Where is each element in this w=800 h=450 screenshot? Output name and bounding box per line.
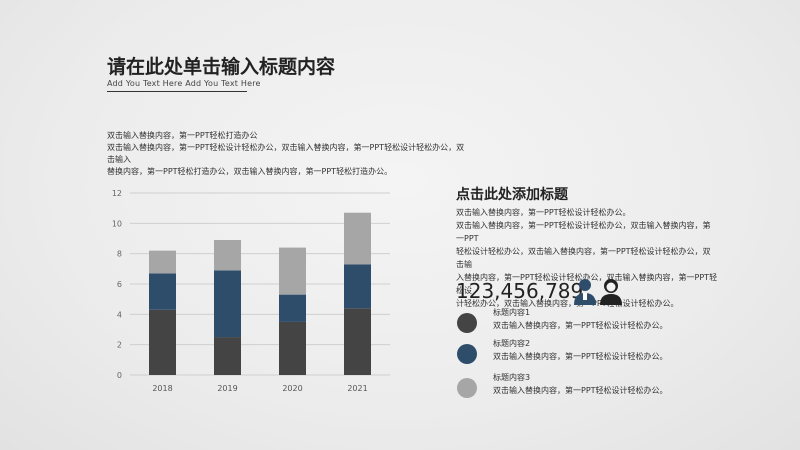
legend-item-2: 标题内容2 双击输入替换内容，第一PPT轻松设计轻松办公。 [457,338,717,372]
y-tick-label: 2 [117,341,122,350]
x-tick-label: 2019 [217,384,237,393]
bar-segment [279,294,306,322]
section-line: 计轻松办公，双击输入替换内容，第一PPT轻松设计轻松办公。 [456,299,679,308]
legend-name: 标题内容3 [493,373,531,382]
legend-name: 标题内容1 [493,308,531,317]
bar-segment [344,308,371,375]
bar-segment [344,264,371,309]
section-line: 双击输入替换内容，第一PPT轻松设计轻松办公。 [456,208,631,217]
y-tick-label: 0 [117,371,122,380]
bar-segment [149,309,176,375]
x-tick-label: 2018 [152,384,172,393]
bar-segment [214,337,241,375]
y-tick-label: 4 [117,310,122,319]
y-tick-label: 12 [112,189,122,198]
section-line: 轻松设计轻松办公，双击输入替换内容，第一PPT轻松设计轻松办公，双击输 [456,247,711,269]
intro-line: 双击输入替换内容，第一PPT轻松设计轻松办公，双击输入替换内容，第一PPT轻松设… [107,143,465,164]
x-tick-label: 2021 [347,384,367,393]
legend-dot [457,313,477,333]
male-female-people-icon [574,279,622,305]
bar-segment [344,212,371,265]
subtitle-underline [107,91,247,92]
legend-dot [457,378,477,398]
legend-item-3: 标题内容3 双击输入替换内容，第一PPT轻松设计轻松办公。 [457,372,717,406]
section-line: 入替换内容，第一PPT轻松设计轻松办公，双击输入替换内容，第一PPT轻松设 [456,273,718,295]
bar-segment [149,273,176,310]
legend-dot [457,344,477,364]
x-tick-label: 2020 [282,384,302,393]
intro-line: 双击输入替换内容，第一PPT轻松打造办公 [107,131,258,140]
legend-desc: 双击输入替换内容，第一PPT轻松设计轻松办公。 [493,321,668,330]
bar-segment [214,270,241,338]
legend-name: 标题内容2 [493,339,531,348]
bar-segment [149,250,176,274]
y-tick-label: 6 [117,280,122,289]
section-line: 双击输入替换内容，第一PPT轻松设计轻松办公，双击输入替换内容，第一PPT [456,221,711,243]
bar-segment [279,247,306,295]
legend-desc: 双击输入替换内容，第一PPT轻松设计轻松办公。 [493,352,668,361]
section-title: 点击此处添加标题 [456,187,568,203]
bar-segment [214,240,241,271]
page-subtitle: Add You Text Here Add You Text Here [107,79,261,88]
legend-item-1: 标题内容1 双击输入替换内容，第一PPT轻松设计轻松办公。 [457,307,717,341]
intro-line: 替换内容，第一PPT轻松打造办公，双击输入替换内容，第一PPT轻松打造办公。 [107,167,393,176]
big-number: 123,456,789 [456,279,584,303]
legend-desc: 双击输入替换内容，第一PPT轻松设计轻松办公。 [493,386,668,395]
stacked-bar-chart: 0 2 4 6 8 10 12 2018 2019 2020 2021 [112,189,390,393]
y-tick-label: 10 [112,219,122,228]
page-title: 请在此处单击输入标题内容 [107,56,336,78]
y-tick-label: 8 [117,250,122,259]
bar-segment [279,321,306,375]
intro-paragraph: 双击输入替换内容，第一PPT轻松打造办公 双击输入替换内容，第一PPT轻松设计轻… [107,130,467,178]
section-paragraph: 双击输入替换内容，第一PPT轻松设计轻松办公。 双击输入替换内容，第一PPT轻松… [456,206,718,310]
